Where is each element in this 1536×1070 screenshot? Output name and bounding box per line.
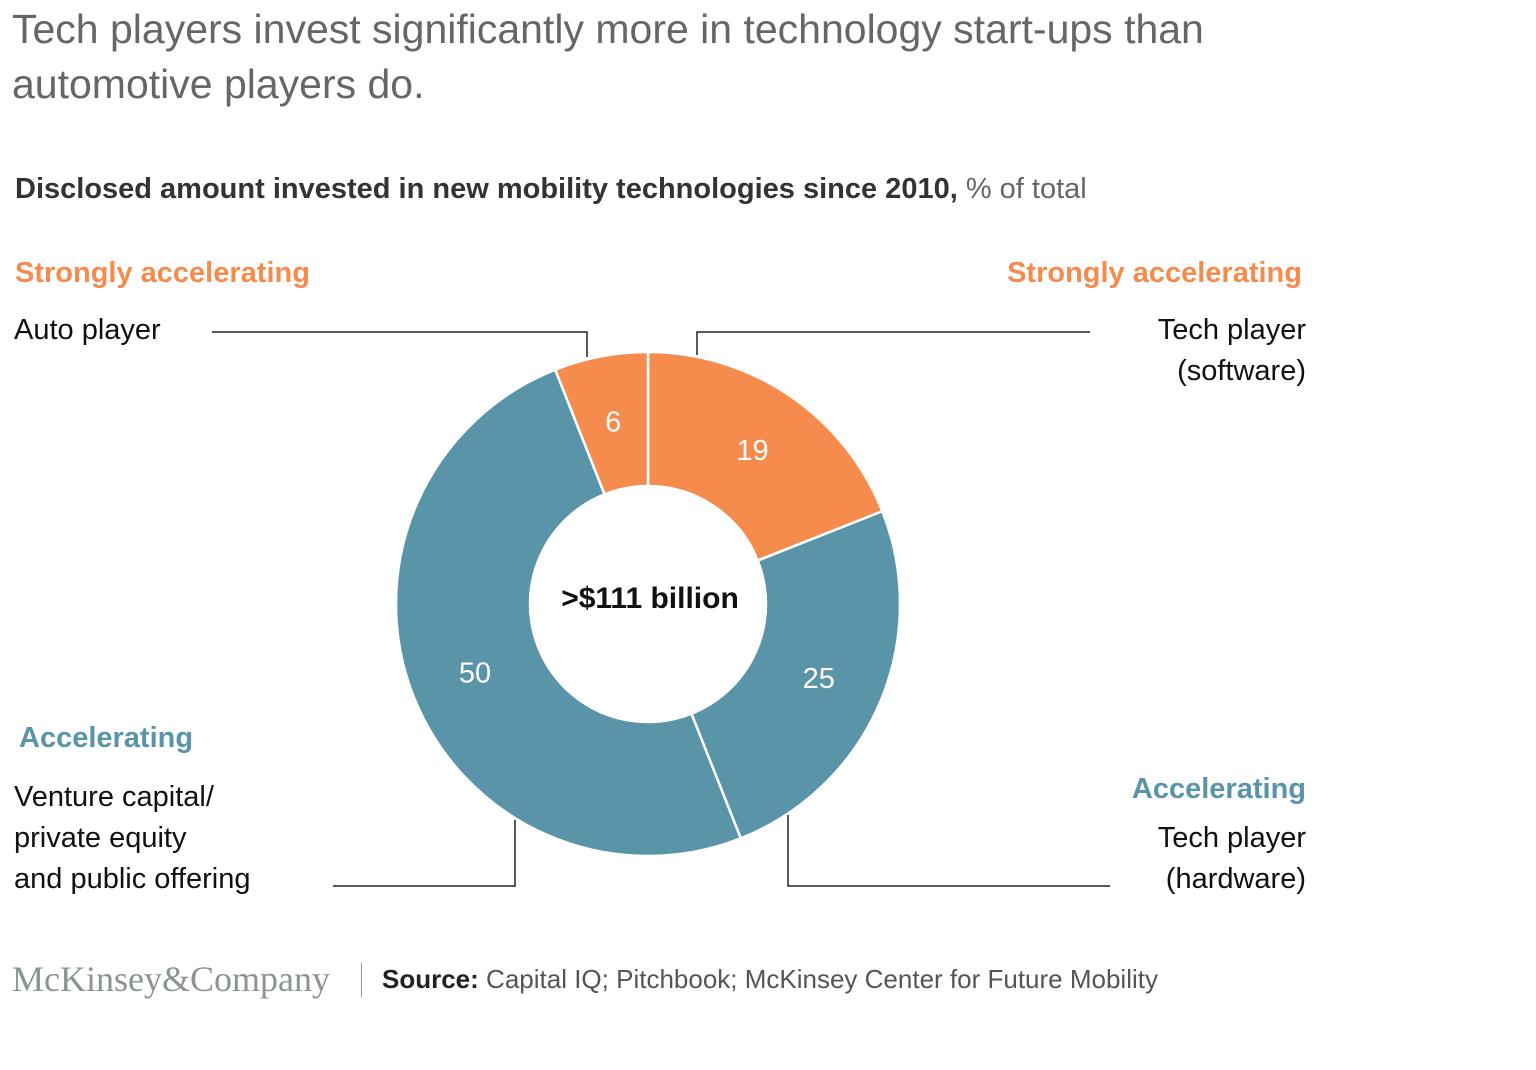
subtitle-text: Disclosed amount invested in new mobilit… xyxy=(15,173,958,205)
category-auto: Strongly accelerating xyxy=(15,257,310,289)
leader-line-hardware xyxy=(787,815,1110,887)
subtitle-unit: % of total xyxy=(965,173,1087,205)
category-software: Strongly accelerating xyxy=(1007,257,1302,289)
donut-slice xyxy=(553,350,650,496)
category-hardware: Accelerating xyxy=(1131,773,1306,805)
mckinsey-logo: McKinsey&Company xyxy=(12,959,330,999)
slice-value-label: 19 xyxy=(736,435,768,467)
chart-subtitle: Disclosed amount invested in new mobilit… xyxy=(15,173,1087,206)
donut-slice xyxy=(394,368,743,858)
label-line: (software) xyxy=(1177,355,1306,387)
leader-line-software xyxy=(696,331,1090,355)
label-line: Tech player xyxy=(1157,822,1306,854)
label-line: private equity xyxy=(14,822,187,854)
slice-value-label: 25 xyxy=(803,663,835,695)
chart-title: Tech players invest significantly more i… xyxy=(12,6,1204,107)
source-text: Capital IQ; Pitchbook; McKinsey Center f… xyxy=(486,964,1158,994)
donut-slice xyxy=(689,509,902,840)
source-note: Source: Capital IQ; Pitchbook; McKinsey … xyxy=(382,964,1158,995)
source-label: Source: xyxy=(382,964,479,994)
label-hardware: Tech player (hardware) xyxy=(1158,818,1306,900)
slice-value-label: 50 xyxy=(459,657,491,689)
label-line: Tech player xyxy=(1157,314,1306,346)
donut-slice xyxy=(646,350,884,563)
category-vc: Accelerating xyxy=(19,722,194,754)
leader-line-auto xyxy=(212,331,588,357)
leader-line-vc xyxy=(333,820,516,887)
label-software: Tech player (software) xyxy=(1158,310,1306,392)
label-vc: Venture capital/ private equity and publ… xyxy=(14,777,250,900)
label-line: (hardware) xyxy=(1165,863,1306,895)
footer-divider xyxy=(361,963,362,997)
label-line: and public offering xyxy=(14,863,251,895)
label-auto: Auto player xyxy=(14,314,161,346)
label-line: Venture capital/ xyxy=(14,781,214,813)
slice-value-label: 6 xyxy=(605,406,621,438)
center-label: >$111 billion xyxy=(561,582,739,615)
